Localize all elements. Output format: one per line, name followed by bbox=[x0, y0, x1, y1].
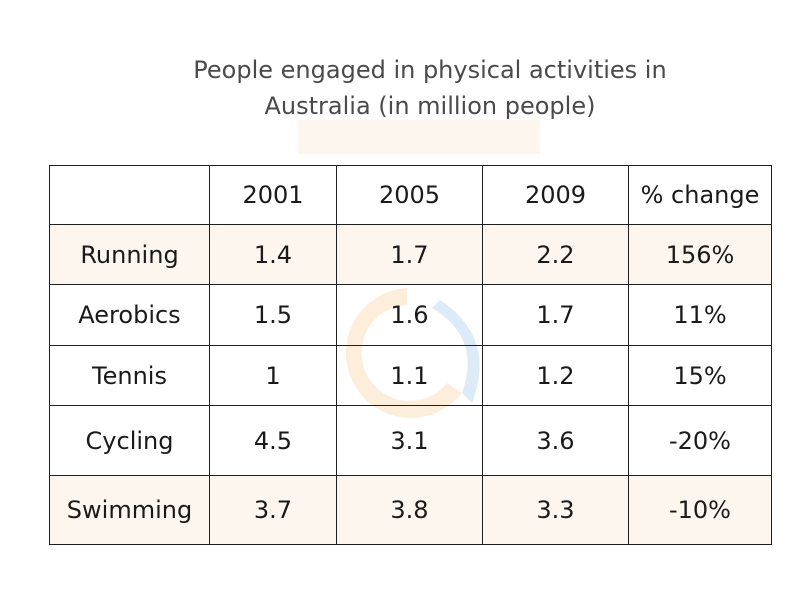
table-row-tennis: Tennis 1 1.1 1.2 15% bbox=[49, 345, 772, 406]
cell-tennis-2005: 1.1 bbox=[336, 345, 483, 406]
chart-title: People engaged in physical activities in… bbox=[0, 52, 800, 124]
cell-tennis-change: 15% bbox=[628, 345, 772, 406]
cell-tennis-2001: 1 bbox=[209, 345, 337, 406]
activities-table: 2001 2005 2009 % change Running 1.4 1.7 … bbox=[49, 165, 772, 545]
cell-running-2009: 2.2 bbox=[482, 224, 629, 285]
chart-title-line-2: Australia (in million people) bbox=[264, 92, 596, 120]
faint-background-band bbox=[298, 120, 540, 154]
table-row-running: Running 1.4 1.7 2.2 156% bbox=[49, 224, 772, 285]
row-label-cycling: Cycling bbox=[49, 405, 210, 476]
table-row-swimming: Swimming 3.7 3.8 3.3 -10% bbox=[49, 475, 772, 545]
cell-aerobics-change: 11% bbox=[628, 284, 772, 346]
table-row-cycling: Cycling 4.5 3.1 3.6 -20% bbox=[49, 405, 772, 476]
cell-cycling-2001: 4.5 bbox=[209, 405, 337, 476]
row-label-swimming: Swimming bbox=[49, 475, 210, 545]
cell-cycling-2009: 3.6 bbox=[482, 405, 629, 476]
cell-running-2001: 1.4 bbox=[209, 224, 337, 285]
header-cell-2005: 2005 bbox=[336, 165, 483, 225]
header-cell-empty bbox=[49, 165, 210, 225]
chart-title-line-1: People engaged in physical activities in bbox=[193, 56, 667, 84]
cell-aerobics-2009: 1.7 bbox=[482, 284, 629, 346]
row-label-tennis: Tennis bbox=[49, 345, 210, 406]
cell-swimming-change: -10% bbox=[628, 475, 772, 545]
header-cell-2009: 2009 bbox=[482, 165, 629, 225]
cell-aerobics-2005: 1.6 bbox=[336, 284, 483, 346]
table-header-row: 2001 2005 2009 % change bbox=[49, 165, 772, 225]
table-row-aerobics: Aerobics 1.5 1.6 1.7 11% bbox=[49, 284, 772, 346]
cell-running-2005: 1.7 bbox=[336, 224, 483, 285]
cell-swimming-2005: 3.8 bbox=[336, 475, 483, 545]
cell-swimming-2009: 3.3 bbox=[482, 475, 629, 545]
cell-running-change: 156% bbox=[628, 224, 772, 285]
row-label-aerobics: Aerobics bbox=[49, 284, 210, 346]
header-cell-percent-change: % change bbox=[628, 165, 772, 225]
cell-cycling-2005: 3.1 bbox=[336, 405, 483, 476]
cell-cycling-change: -20% bbox=[628, 405, 772, 476]
header-cell-2001: 2001 bbox=[209, 165, 337, 225]
cell-swimming-2001: 3.7 bbox=[209, 475, 337, 545]
cell-aerobics-2001: 1.5 bbox=[209, 284, 337, 346]
row-label-running: Running bbox=[49, 224, 210, 285]
cell-tennis-2009: 1.2 bbox=[482, 345, 629, 406]
